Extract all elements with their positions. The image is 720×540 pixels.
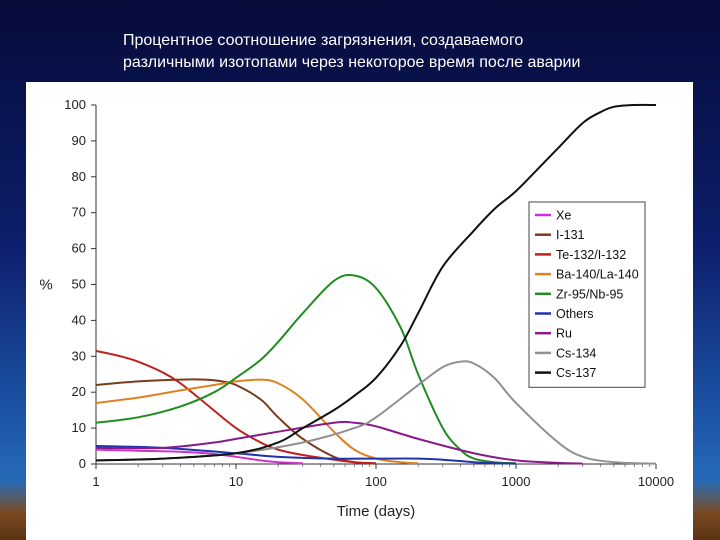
y-tick-label: 10 bbox=[72, 420, 86, 435]
legend-label-cs-137: Cs-137 bbox=[556, 366, 596, 380]
x-tick-label: 1000 bbox=[502, 474, 531, 489]
y-tick-label: 90 bbox=[72, 133, 86, 148]
legend-label-zr-95-nb-95: Zr-95/Nb-95 bbox=[556, 287, 623, 301]
slide-title-line-2: различными изотопами через некоторое вре… bbox=[123, 54, 581, 71]
y-tick-label: 40 bbox=[72, 312, 86, 327]
x-axis-label: Time (days) bbox=[337, 503, 416, 520]
series-line-zr-95-nb-95 bbox=[95, 273, 517, 465]
slide-title: Процентное соотношение загрязнения, созд… bbox=[123, 30, 683, 74]
legend-label-te-132-i-132: Te-132/I-132 bbox=[556, 248, 626, 262]
y-tick-label: 20 bbox=[72, 384, 86, 399]
series-line-others bbox=[95, 445, 517, 465]
y-tick-label: 30 bbox=[72, 348, 86, 363]
series-line-cs-134 bbox=[95, 360, 657, 465]
x-tick-label: 10 bbox=[229, 474, 243, 489]
y-tick-label: 100 bbox=[64, 97, 86, 112]
legend-label-xe: Xe bbox=[556, 209, 571, 223]
x-tick-label: 100 bbox=[365, 474, 387, 489]
slide-title-line-1: Процентное соотношение загрязнения, созд… bbox=[123, 32, 524, 49]
legend-label-ba-140-la-140: Ba-140/La-140 bbox=[556, 268, 639, 282]
y-tick-label: 70 bbox=[72, 205, 86, 220]
series-line-ru bbox=[95, 420, 583, 465]
chart-legend: Xe I-131 Te-132/I-132 Ba-140/La-140 Zr-95/Nb… bbox=[528, 201, 646, 388]
legend-label-i-131: I-131 bbox=[556, 228, 585, 242]
y-tick-label: 80 bbox=[72, 169, 86, 184]
x-tick-label: 1 bbox=[92, 474, 99, 489]
legend-label-others: Others bbox=[556, 307, 594, 321]
y-tick-label: 60 bbox=[72, 241, 86, 256]
chart-panel: 0 10 20 30 40 50 60 70 80 90 100 1 10 100 1000 10000 Xe… bbox=[26, 82, 693, 540]
series-line-te-132-i-132 bbox=[95, 349, 377, 465]
x-tick-label: 10000 bbox=[638, 474, 674, 489]
y-axis-label: % bbox=[39, 277, 52, 294]
chart-series bbox=[95, 103, 657, 465]
series-line-cs-137 bbox=[95, 103, 657, 462]
y-tick-label: 50 bbox=[72, 277, 86, 292]
legend-label-cs-134: Cs-134 bbox=[556, 346, 596, 360]
legend-label-ru: Ru bbox=[556, 327, 572, 341]
y-tick-label: 0 bbox=[79, 456, 86, 471]
